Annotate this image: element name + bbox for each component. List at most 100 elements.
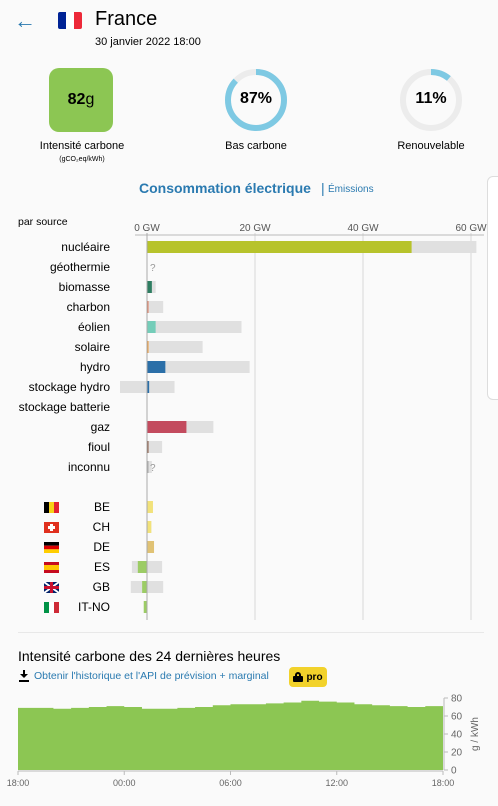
low-carbon-label: Bas carbone [225, 140, 287, 152]
exchange-bar[interactable] [147, 541, 155, 553]
exchange-capacity-bar[interactable] [130, 581, 164, 593]
pro-badge-label: pro [306, 671, 323, 683]
exchange-label: BE [94, 500, 110, 514]
source-label: nucléaire [61, 240, 110, 254]
exchange-label: DE [93, 540, 110, 554]
capacity-bar[interactable] [120, 381, 175, 393]
renewable-ring-arc [400, 69, 462, 131]
section-divider [18, 632, 484, 633]
x-tick-label: 0 GW [134, 223, 160, 234]
x-tick-label: 06:00 [219, 778, 242, 788]
x-tick-label: 18:00 [7, 778, 30, 788]
x-tick-label: 18:00 [432, 778, 455, 788]
exchange-capacity-bar[interactable] [143, 601, 147, 613]
source-label: fioul [88, 440, 110, 454]
y-tick-label: 20 [451, 748, 463, 759]
y-tick-label: 80 [451, 694, 463, 705]
renewable-ring[interactable] [398, 67, 464, 133]
x-tick-label: 60 GW [455, 223, 487, 234]
mode-separator: | [321, 180, 325, 196]
pro-badge[interactable]: pro [289, 667, 327, 687]
back-button[interactable]: ← [14, 10, 40, 32]
carbon-intensity-value: 82 [67, 91, 86, 108]
download-icon [18, 670, 30, 682]
exchange-label: CH [93, 520, 110, 534]
exchange-bar[interactable] [142, 581, 147, 593]
carbon-intensity-box[interactable]: 82 g [49, 68, 113, 132]
source-label: inconnu [68, 460, 110, 474]
history-api-link-text: Obtenir l'historique et l'API de prévisi… [34, 670, 269, 682]
x-tick-label: 20 GW [239, 223, 271, 234]
unknown-mark: ? [150, 263, 156, 274]
capacity-bar[interactable] [147, 421, 214, 433]
capacity-bar[interactable] [147, 341, 203, 353]
y-tick-label: 0 [451, 766, 457, 777]
source-label: gaz [91, 420, 110, 434]
arrow-left-icon: ← [14, 8, 36, 33]
x-tick-label: 40 GW [347, 223, 379, 234]
low-carbon-ring[interactable] [223, 67, 289, 133]
capacity-bar[interactable] [147, 321, 242, 333]
x-tick-label: 00:00 [113, 778, 136, 788]
capacity-bar[interactable] [147, 281, 156, 293]
exchange-capacity-bar[interactable] [131, 561, 163, 573]
carbon-intensity-history-chart: 0 20 40 60 80 g / kWh 18:00 00:00 06:00 12:00 18:0… [7, 694, 481, 789]
exchange-capacity-bar[interactable] [147, 521, 152, 533]
x-tick-label: 12:00 [325, 778, 348, 788]
production-bar[interactable] [147, 301, 149, 313]
production-bar[interactable] [147, 441, 149, 453]
exchange-bar[interactable] [137, 561, 147, 573]
es-flag-icon [44, 562, 59, 573]
exchange-label: ES [94, 560, 110, 574]
per-source-label: par source [18, 216, 68, 228]
source-label: stockage batterie [19, 400, 111, 414]
lock-icon [293, 672, 304, 682]
low-carbon-value: 87% [239, 90, 273, 107]
production-bar[interactable] [147, 461, 149, 473]
history-area[interactable] [18, 696, 443, 770]
renewable-label: Renouvelable [397, 140, 465, 152]
y-tick-label: 40 [451, 730, 463, 741]
de-flag-icon [44, 542, 59, 553]
production-bar[interactable] [147, 361, 166, 373]
source-label: hydro [80, 360, 110, 374]
production-bar[interactable] [147, 381, 150, 393]
unknown-mark: ? [150, 463, 156, 474]
history-api-link[interactable]: Obtenir l'historique et l'API de prévisi… [18, 670, 269, 682]
source-label: géothermie [50, 260, 110, 274]
exchange-capacity-bar[interactable] [147, 501, 153, 513]
exchange-bar[interactable] [147, 521, 152, 533]
exchange-bar[interactable] [147, 501, 153, 513]
emissions-mode-tab[interactable]: Émissions [328, 184, 374, 195]
exchange-label: IT-NO [78, 600, 110, 614]
history-title: Intensité carbone des 24 dernières heure… [18, 648, 281, 664]
capacity-bar[interactable] [147, 301, 164, 313]
side-panel-handle[interactable] [487, 176, 498, 400]
capacity-bar[interactable] [147, 461, 152, 473]
exchange-capacity-bar[interactable] [147, 541, 155, 553]
carbon-intensity-unit-label: (gCO₂eq/kWh) [59, 156, 105, 163]
capacity-bar[interactable] [147, 441, 163, 453]
be-flag-icon [44, 502, 59, 513]
capacity-bar[interactable] [147, 241, 477, 253]
consumption-mode-tab[interactable]: Consommation électrique [139, 180, 311, 196]
it-flag-icon [44, 602, 59, 613]
production-bar[interactable] [147, 281, 152, 293]
zone-datetime: 30 janvier 2022 18:00 [95, 36, 201, 48]
carbon-intensity-label: Intensité carbone [39, 140, 125, 152]
production-bar[interactable] [147, 341, 149, 353]
exchange-bar[interactable] [143, 601, 147, 613]
production-bar[interactable] [147, 421, 187, 433]
production-bar[interactable] [147, 241, 412, 253]
capacity-bar[interactable] [147, 361, 250, 373]
source-label: stockage hydro [29, 380, 111, 394]
renewable-value: 11% [415, 90, 447, 107]
source-label: solaire [75, 340, 111, 354]
y-axis-label: g / kWh [470, 717, 481, 751]
production-bar[interactable] [147, 321, 156, 333]
zone-name: France [95, 8, 158, 30]
exchange-label: GB [93, 580, 110, 594]
y-tick-label: 60 [451, 712, 463, 723]
source-label: charbon [67, 300, 110, 314]
low-carbon-ring-arc [225, 69, 287, 131]
